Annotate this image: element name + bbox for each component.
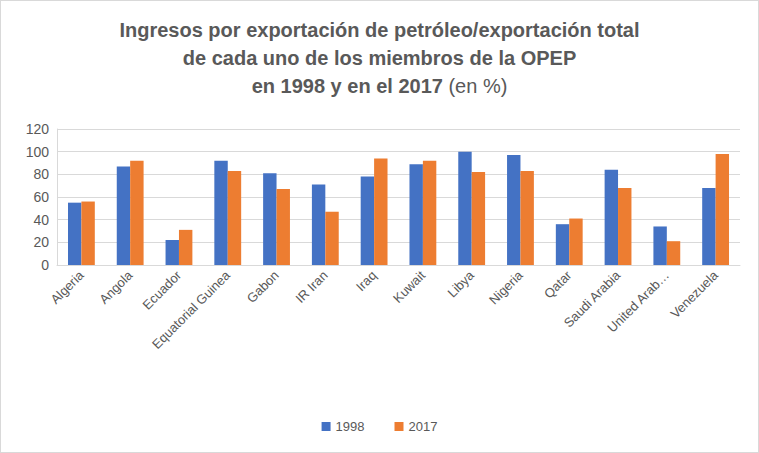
- svg-text:Algeria: Algeria: [48, 267, 88, 307]
- svg-text:20: 20: [33, 234, 49, 250]
- svg-text:Angola: Angola: [96, 267, 136, 307]
- svg-text:60: 60: [33, 189, 49, 205]
- svg-text:Ecuador: Ecuador: [139, 267, 184, 312]
- svg-text:de cada uno de los miembros de: de cada uno de los miembros de la OPEP: [183, 47, 576, 69]
- svg-text:Ingresos por exportación de pe: Ingresos por exportación de petróleo/exp…: [119, 19, 639, 41]
- svg-text:Saudi Arabia: Saudi Arabia: [560, 267, 624, 331]
- svg-text:Iraq: Iraq: [353, 268, 379, 294]
- svg-text:Venezuela: Venezuela: [667, 267, 721, 321]
- svg-text:Nigeria: Nigeria: [486, 267, 526, 307]
- svg-text:1998: 1998: [336, 419, 365, 434]
- svg-text:0: 0: [41, 257, 49, 273]
- svg-text:Kuwait: Kuwait: [390, 267, 428, 305]
- svg-text:40: 40: [33, 212, 49, 228]
- svg-text:Libya: Libya: [444, 267, 477, 300]
- svg-text:United Arab…: United Arab…: [604, 268, 672, 336]
- svg-text:Qatar: Qatar: [541, 267, 575, 301]
- svg-text:(en %): (en %): [443, 75, 507, 97]
- svg-text:en 1998 y en el 2017: en 1998 y en el 2017: [252, 75, 443, 97]
- svg-text:2017: 2017: [409, 419, 438, 434]
- svg-text:120: 120: [26, 121, 50, 137]
- svg-text:80: 80: [33, 166, 49, 182]
- svg-text:100: 100: [26, 144, 50, 160]
- svg-text:Gabon: Gabon: [244, 268, 282, 306]
- svg-text:IR Iran: IR Iran: [292, 268, 330, 306]
- svg-text:Equatorial Guinea: Equatorial Guinea: [149, 267, 234, 352]
